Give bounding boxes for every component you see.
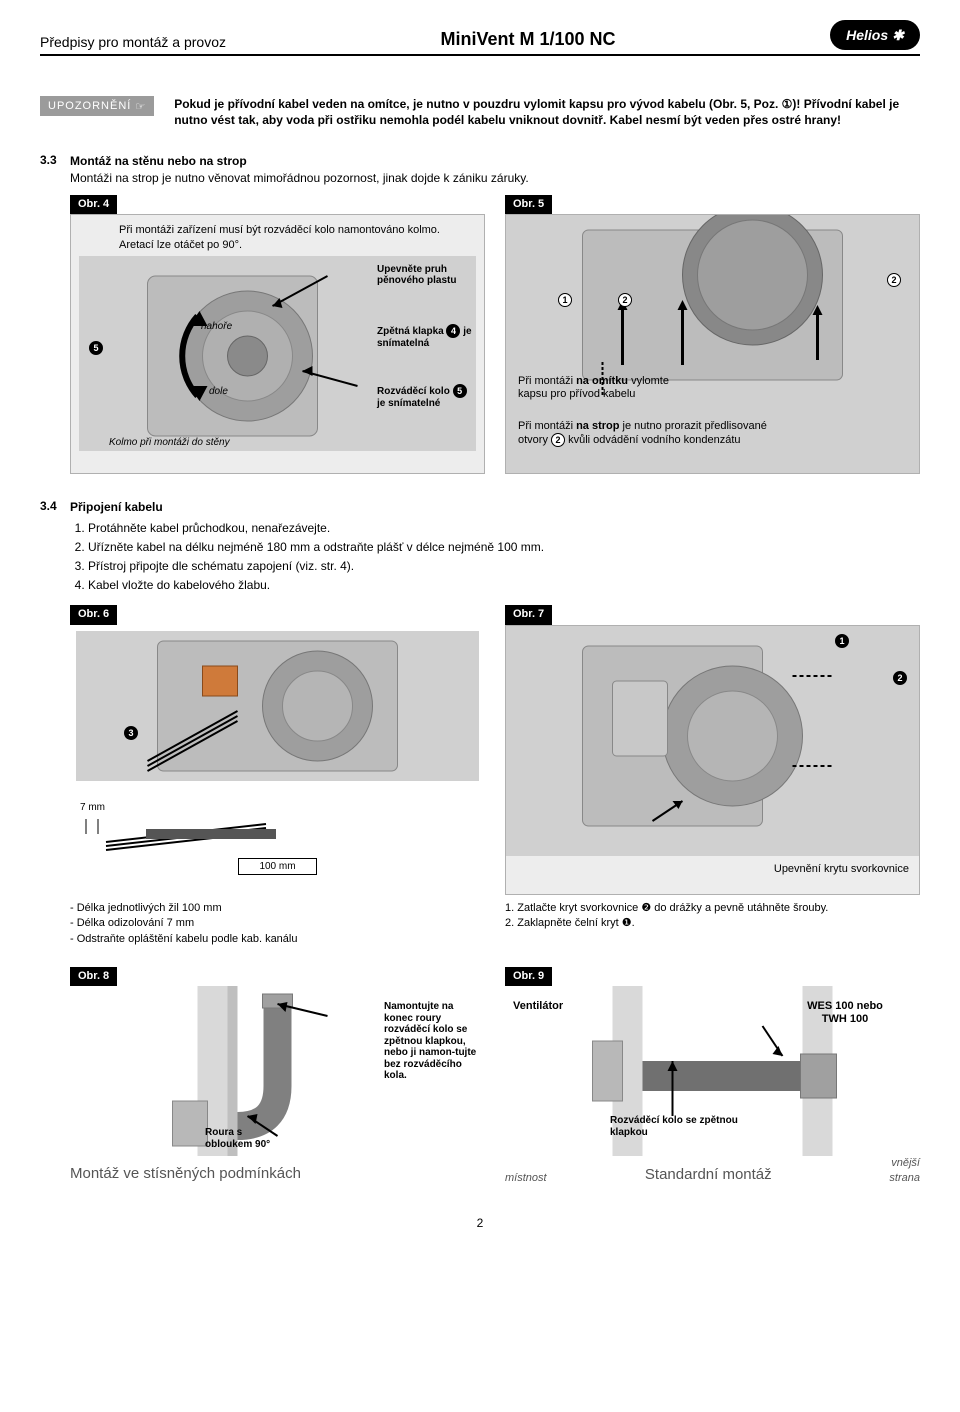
fig9-vent: Ventilátor [513, 1000, 563, 1013]
fig4-col: Obr. 4 Při montáži zařízení musí být roz… [70, 195, 485, 474]
fig4-dole: dole [209, 386, 228, 398]
section-3-4: 3.4 Připojení kabelu Protáhněte kabel pr… [40, 499, 920, 1196]
fig9-col: Obr. 9 [505, 967, 920, 1196]
fig7-circ1: 1 [835, 634, 849, 648]
fig8-col: Obr. 8 [70, 967, 485, 1196]
logo: Helios ✱ [830, 20, 920, 50]
fig5-label: Obr. 5 [505, 195, 552, 214]
fig6-col: Obr. 6 3 [70, 605, 485, 947]
fig4-bottom: Kolmo při montáži do stěny [109, 437, 230, 449]
dim-100: 100 mm [238, 858, 316, 875]
fig4-text: Při montáži zařízení musí být rozváděcí … [79, 223, 476, 252]
fig-row-6-7: Obr. 6 3 [70, 605, 920, 947]
step-3: Přístroj připojte dle schématu zapojení … [88, 558, 920, 575]
fig6-circ3: 3 [124, 726, 138, 740]
warning-label: UPOZORNĚNÍ ☞ [40, 96, 154, 116]
fig5-callout1: Při montáži na omítku vylomte kapsu pro … [518, 375, 688, 400]
step-4: Kabel vložte do kabelového žlabu. [88, 577, 920, 594]
note-l2: - Délka odizolování 7 mm [70, 916, 485, 931]
fig5-callout2: Při montáži na strop je nutno prorazit p… [518, 420, 788, 447]
note-r2: 2. Zaklapněte čelní kryt ❶. [505, 916, 920, 931]
fig4-callout2: Zpětná klapka 4 je snímatelná [377, 324, 472, 350]
fig7-image: 1 2 [506, 626, 919, 856]
fig4-image: Upevněte pruh pěnového plastu nahoře Zpě… [79, 256, 476, 451]
fig9-mistnost: místnost [505, 1171, 547, 1185]
fig9-wes: WES 100 nebo TWH 100 [800, 1000, 890, 1025]
fig4-nahore: nahoře [201, 321, 232, 333]
fig9-image: Ventilátor WES 100 nebo TWH 100 Rozváděc… [505, 986, 920, 1156]
logo-icon: ✱ [892, 27, 904, 44]
dim-100-wrap: 100 mm [76, 858, 479, 875]
fig6-label: Obr. 6 [70, 605, 117, 624]
fig5-circ1: 1 [558, 293, 572, 307]
fig4-label: Obr. 4 [70, 195, 117, 214]
dim-7: 7 mm [80, 801, 479, 814]
pointing-hand-icon: ☞ [135, 100, 146, 113]
fig7-col: Obr. 7 1 2 [505, 605, 920, 947]
page-header: Předpisy pro montáž a provoz MiniVent M … [40, 20, 920, 56]
fig9-caption-row: místnost Standardní montáž vnější strana [505, 1156, 920, 1185]
fig8-callout1: Namontujte na konec roury rozváděcí kolo… [384, 1001, 479, 1082]
fig7-notes: 1. Zatlačte kryt svorkovnice ❷ do drážky… [505, 901, 920, 932]
header-left: Předpisy pro montáž a provoz [40, 34, 226, 50]
fig5-circ2b: 2 [887, 273, 901, 287]
fig7-box: 1 2 Upevnění krytu svorkovnice [505, 625, 920, 895]
step-2: Uřízněte kabel na délku nejméně 180 mm a… [88, 539, 920, 556]
section-title-34: Připojení kabelu [70, 500, 163, 514]
note-r1: 1. Zatlačte kryt svorkovnice ❷ do drážky… [505, 901, 920, 916]
fig4-callout3: Rozváděcí kolo 5 je snímatelné [377, 384, 472, 410]
fig5-box: 1 2 2 Při montáži na omítku vylomte kaps… [505, 214, 920, 474]
fig7-caption: Upevnění krytu svorkovnice [506, 856, 919, 882]
fig6-box: 3 7 mm 100 mm [70, 625, 485, 895]
fig8-caption: Montáž ve stísněných podmínkách [70, 1164, 485, 1184]
logo-text: Helios [846, 27, 888, 43]
section-num: 3.3 [40, 153, 70, 167]
fig4-callout1: Upevněte pruh pěnového plastu [377, 264, 472, 287]
fig9-rozv: Rozváděcí kolo se zpětnou klapkou [610, 1115, 740, 1138]
fig4-box: Při montáži zařízení musí být rozváděcí … [70, 214, 485, 474]
fig5-circ2a: 2 [618, 293, 632, 307]
section-3-3: 3.3 Montáž na stěnu nebo na strop Montáž… [40, 153, 920, 474]
fig8-label: Obr. 8 [70, 967, 117, 986]
section-sub: Montáži na strop je nutno věnovat mimořá… [70, 171, 529, 185]
fig7-circ2: 2 [893, 671, 907, 685]
fig9-box: Ventilátor WES 100 nebo TWH 100 Rozváděc… [505, 986, 920, 1196]
section-num-34: 3.4 [40, 499, 70, 513]
fig-row-8-9: Obr. 8 [70, 967, 920, 1196]
fig8-roura: Roura s obloukem 90° [205, 1127, 285, 1150]
fig6-image: 3 [76, 631, 479, 781]
fig4-circ5: 5 [89, 341, 103, 355]
fig5-col: Obr. 5 [505, 195, 920, 474]
steps-list: Protáhněte kabel průchodkou, nenařezávej… [88, 520, 920, 593]
fig9-label: Obr. 9 [505, 967, 552, 986]
warning-box: UPOZORNĚNÍ ☞ Pokud je přívodní kabel ved… [40, 96, 920, 128]
fig6-dims: 7 mm 100 mm [76, 801, 479, 875]
step-1: Protáhněte kabel průchodkou, nenařezávej… [88, 520, 920, 537]
fig9-vnejsi: vnější strana [870, 1156, 920, 1185]
page-number: 2 [40, 1216, 920, 1230]
fig8-image: Namontujte na konec roury rozváděcí kolo… [70, 986, 485, 1156]
fig8-box: Namontujte na konec roury rozváděcí kolo… [70, 986, 485, 1196]
section-title: Montáž na stěnu nebo na strop [70, 154, 247, 168]
note-l1: - Délka jednotlivých žil 100 mm [70, 901, 485, 916]
fig5-image: 1 2 2 Při montáži na omítku vylomte kaps… [506, 215, 919, 473]
fig6-notes: - Délka jednotlivých žil 100 mm - Délka … [70, 901, 485, 947]
fig7-label: Obr. 7 [505, 605, 552, 624]
header-title: MiniVent M 1/100 NC [440, 29, 615, 50]
fig9-caption: Standardní montáž [645, 1165, 772, 1185]
note-l3: - Odstraňte opláštění kabelu podle kab. … [70, 932, 485, 947]
section-body: Montáž na stěnu nebo na strop Montáži na… [70, 153, 920, 474]
fig-row-4-5: Obr. 4 Při montáži zařízení musí být roz… [70, 195, 920, 474]
section-body-34: Připojení kabelu Protáhněte kabel průcho… [70, 499, 920, 1196]
warning-text: Pokud je přívodní kabel veden na omítce,… [174, 96, 920, 128]
